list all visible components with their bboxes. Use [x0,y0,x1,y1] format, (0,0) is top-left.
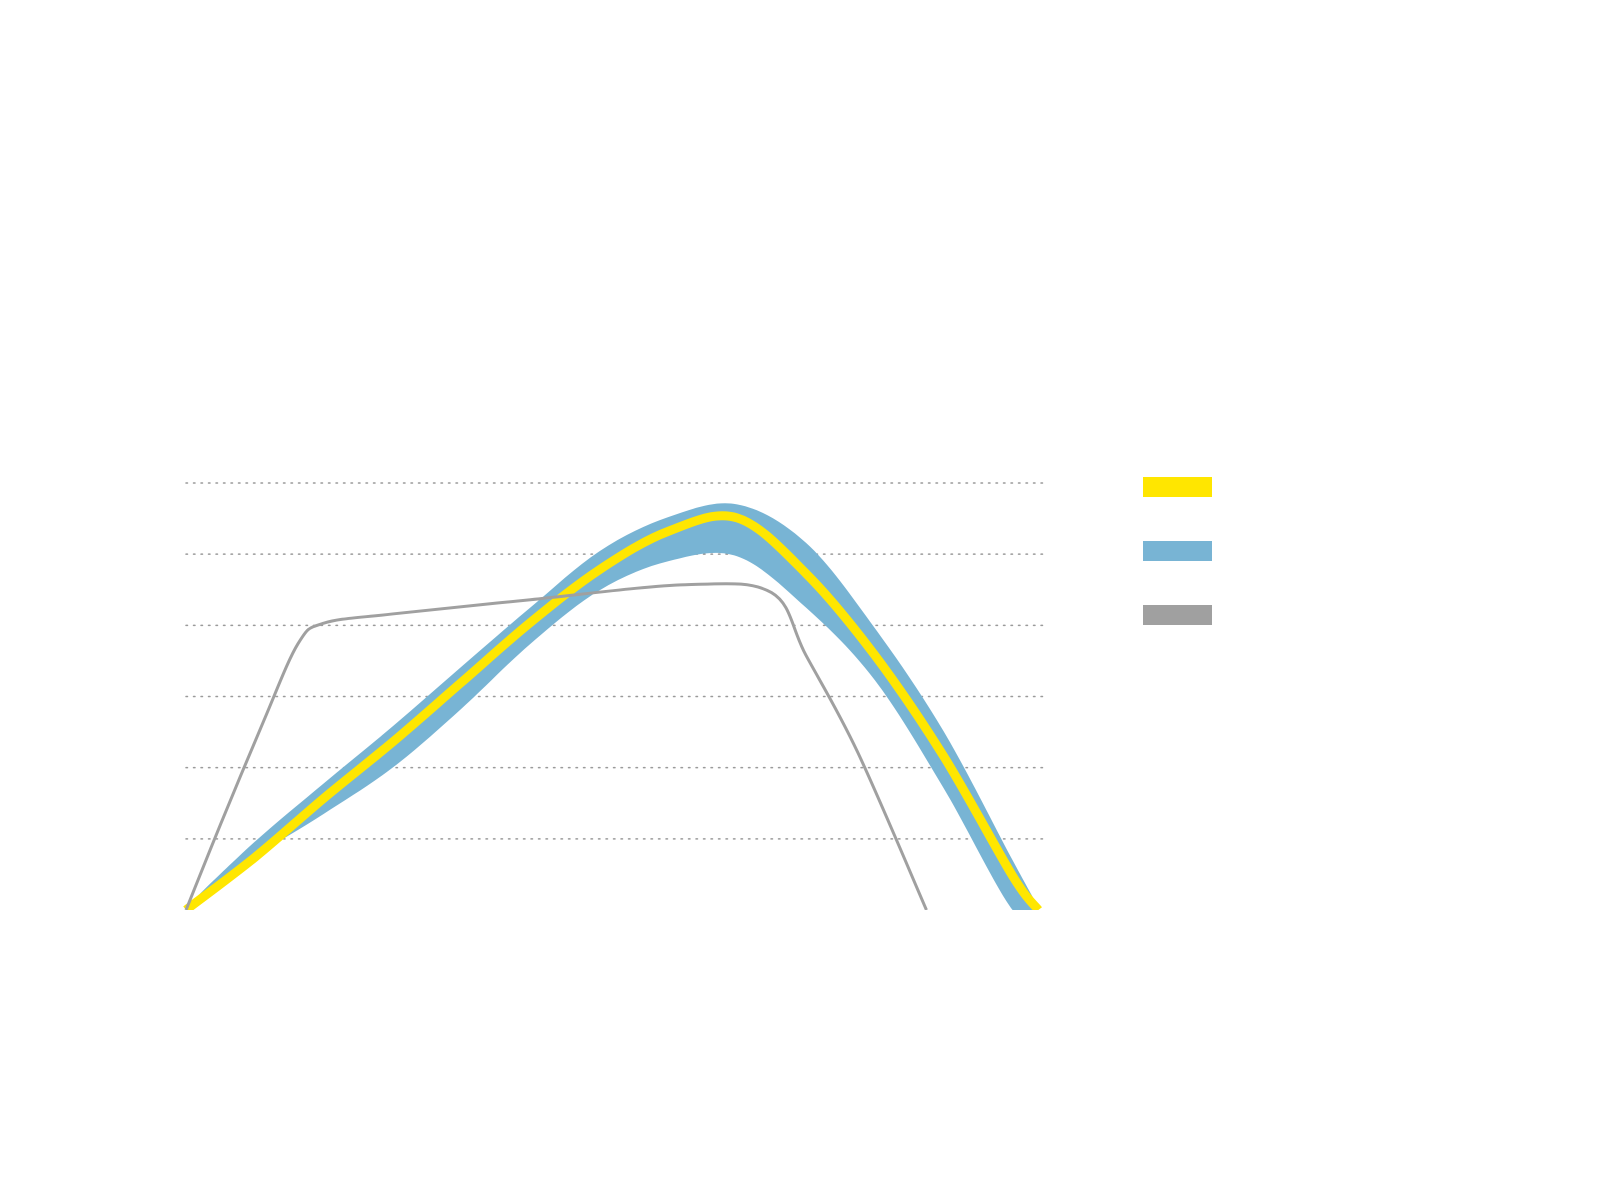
legend-swatch [1143,605,1212,625]
line [183,511,1042,910]
legend-swatch [1143,477,1212,497]
line [184,582,928,910]
legend [1143,477,1212,625]
plot-area [183,503,1042,910]
band-area [186,503,1039,910]
legend-swatch [1143,541,1212,561]
grid [185,482,1048,840]
